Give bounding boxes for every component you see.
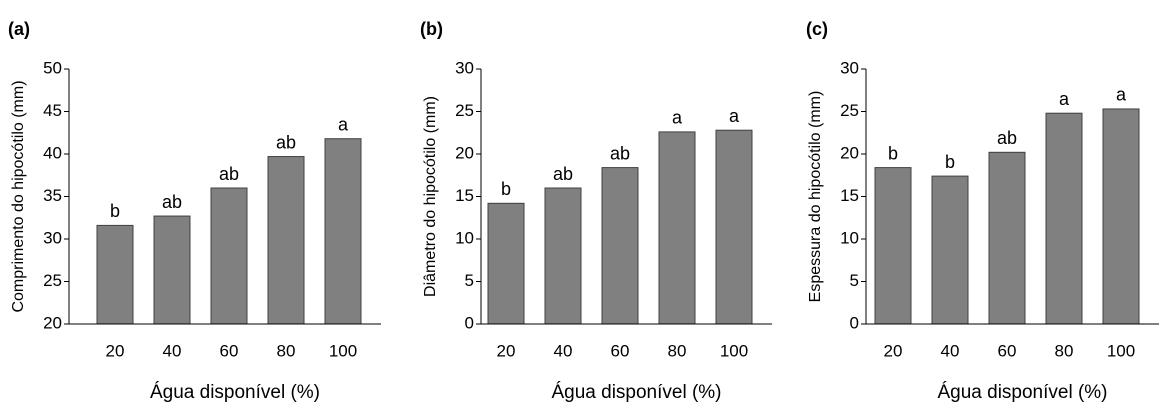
x-tick-label: 40 — [941, 341, 960, 360]
x-tick-label: 80 — [1055, 341, 1074, 360]
bar-letter: a — [729, 106, 740, 126]
bar-letter: b — [501, 179, 511, 199]
bar — [267, 156, 305, 325]
y-tick-label: 30 — [840, 58, 859, 77]
bar-letter: ab — [219, 164, 239, 184]
panel-label: (a) — [8, 19, 30, 39]
x-tick-label: 20 — [884, 341, 903, 360]
bar-letter: a — [672, 108, 683, 128]
x-tick-label: 40 — [554, 341, 573, 360]
x-axis-label: Água disponível (%) — [937, 382, 1107, 403]
bar — [601, 167, 639, 325]
bar — [1102, 108, 1140, 325]
x-tick-label: 20 — [106, 341, 125, 360]
bar — [988, 151, 1026, 325]
panel-label: (c) — [806, 19, 828, 39]
x-tick-label: 60 — [220, 341, 239, 360]
x-tick-label: 80 — [668, 341, 687, 360]
y-tick-label: 25 — [455, 101, 474, 120]
y-tick-label: 0 — [465, 313, 474, 332]
y-tick-label: 20 — [43, 313, 62, 332]
bar — [487, 202, 525, 325]
y-tick-label: 40 — [43, 143, 62, 162]
bar-letter: ab — [997, 128, 1017, 148]
y-tick-label: 45 — [43, 101, 62, 120]
y-tick-label: 30 — [43, 228, 62, 247]
y-axis-label: Comprimento do hipocótilo (mm) — [10, 80, 27, 312]
y-tick-label: 10 — [455, 228, 474, 247]
x-tick-label: 100 — [720, 341, 748, 360]
x-tick-label: 60 — [998, 341, 1017, 360]
y-tick-label: 25 — [840, 101, 859, 120]
bar-letter: b — [888, 143, 898, 163]
x-tick-label: 20 — [497, 341, 516, 360]
bar-letter: ab — [610, 143, 630, 163]
y-tick-label: 0 — [850, 313, 859, 332]
y-tick-label: 5 — [465, 271, 474, 290]
y-tick-label: 20 — [840, 143, 859, 162]
bar — [931, 175, 969, 325]
x-axis-label: Água disponível (%) — [150, 382, 320, 403]
panel-label: (b) — [420, 19, 443, 39]
y-tick-label: 10 — [840, 228, 859, 247]
bar-letter: a — [1116, 85, 1127, 105]
y-tick-label: 25 — [43, 271, 62, 290]
bar-letter: ab — [162, 192, 182, 212]
y-tick-label: 15 — [455, 186, 474, 205]
bar — [153, 215, 191, 325]
x-axis-label: Água disponível (%) — [551, 382, 721, 403]
x-tick-label: 80 — [277, 341, 296, 360]
bar-letter: a — [338, 114, 349, 134]
bar-letter: ab — [553, 164, 573, 184]
bar-letter: b — [945, 152, 955, 172]
bar — [1045, 112, 1083, 325]
bar — [96, 224, 134, 325]
y-axis-label: Diâmetro do hipocótilo (mm) — [422, 96, 439, 297]
y-tick-label: 35 — [43, 186, 62, 205]
x-tick-label: 60 — [611, 341, 630, 360]
y-tick-label: 50 — [43, 58, 62, 77]
bar — [544, 187, 582, 325]
bar — [658, 131, 696, 325]
bar — [324, 138, 362, 325]
y-tick-label: 15 — [840, 186, 859, 205]
x-tick-label: 100 — [329, 341, 357, 360]
y-tick-label: 20 — [455, 143, 474, 162]
bar — [210, 187, 248, 325]
bar-letter: ab — [276, 132, 296, 152]
x-tick-label: 100 — [1107, 341, 1135, 360]
y-tick-label: 5 — [850, 271, 859, 290]
bar-letter: b — [110, 201, 120, 221]
bar-letter: a — [1059, 89, 1070, 109]
x-tick-label: 40 — [163, 341, 182, 360]
bar — [715, 129, 753, 325]
y-axis-label: Espessura do hipocótilo (mm) — [807, 91, 824, 303]
bar — [874, 167, 912, 325]
y-tick-label: 30 — [455, 58, 474, 77]
